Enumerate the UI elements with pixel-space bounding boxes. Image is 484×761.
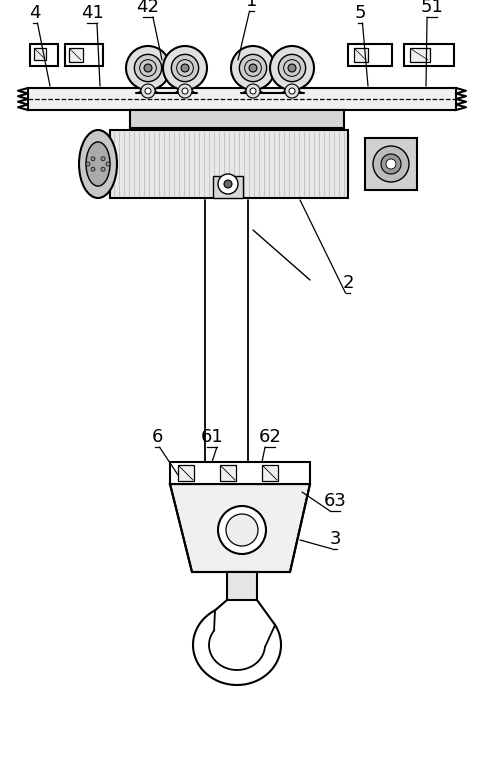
Ellipse shape (79, 130, 117, 198)
Bar (69, 48, 83, 62)
Bar (130, 110, 344, 128)
Bar (34, 48, 46, 60)
Bar (28, 88, 456, 110)
Text: 62: 62 (258, 428, 281, 446)
Circle shape (86, 162, 90, 166)
Bar (30, 44, 58, 66)
Text: 2: 2 (342, 274, 354, 292)
Circle shape (288, 64, 296, 72)
Circle shape (250, 88, 256, 94)
Circle shape (101, 157, 105, 161)
Circle shape (141, 84, 155, 98)
Bar (170, 462, 310, 484)
Circle shape (178, 84, 192, 98)
Bar (65, 44, 103, 66)
Circle shape (285, 84, 299, 98)
Text: 5: 5 (354, 4, 366, 22)
Bar (348, 44, 392, 66)
Ellipse shape (86, 142, 110, 186)
Text: 51: 51 (421, 0, 443, 16)
Bar (404, 44, 454, 66)
Circle shape (106, 162, 110, 166)
Bar (262, 465, 278, 481)
Text: 3: 3 (329, 530, 341, 548)
Circle shape (218, 506, 266, 554)
Circle shape (278, 54, 305, 81)
Text: 1: 1 (246, 0, 257, 10)
Circle shape (101, 167, 105, 171)
Bar (227, 572, 257, 600)
Circle shape (386, 159, 396, 169)
Circle shape (91, 167, 95, 171)
Circle shape (144, 64, 152, 72)
Circle shape (270, 46, 314, 90)
Bar (178, 465, 194, 481)
Bar (365, 138, 417, 190)
Bar (410, 48, 430, 62)
Text: 4: 4 (29, 4, 41, 22)
Circle shape (91, 157, 95, 161)
Circle shape (218, 174, 238, 194)
Text: 6: 6 (151, 428, 163, 446)
Text: 41: 41 (80, 4, 104, 22)
Text: 61: 61 (201, 428, 224, 446)
Bar (220, 465, 236, 481)
Circle shape (181, 64, 189, 72)
Bar (110, 130, 348, 198)
Polygon shape (170, 484, 310, 572)
Circle shape (373, 146, 409, 182)
Text: 42: 42 (136, 0, 160, 16)
Circle shape (240, 54, 267, 81)
Circle shape (182, 88, 188, 94)
Circle shape (226, 514, 258, 546)
Bar (213, 176, 243, 198)
Bar (354, 48, 368, 62)
Circle shape (224, 180, 232, 188)
Text: 63: 63 (324, 492, 347, 510)
Circle shape (381, 154, 401, 174)
Circle shape (145, 88, 151, 94)
Circle shape (135, 54, 162, 81)
Circle shape (249, 64, 257, 72)
Circle shape (126, 46, 170, 90)
Circle shape (231, 46, 275, 90)
Circle shape (171, 54, 198, 81)
Circle shape (163, 46, 207, 90)
Circle shape (246, 84, 260, 98)
Circle shape (289, 88, 295, 94)
